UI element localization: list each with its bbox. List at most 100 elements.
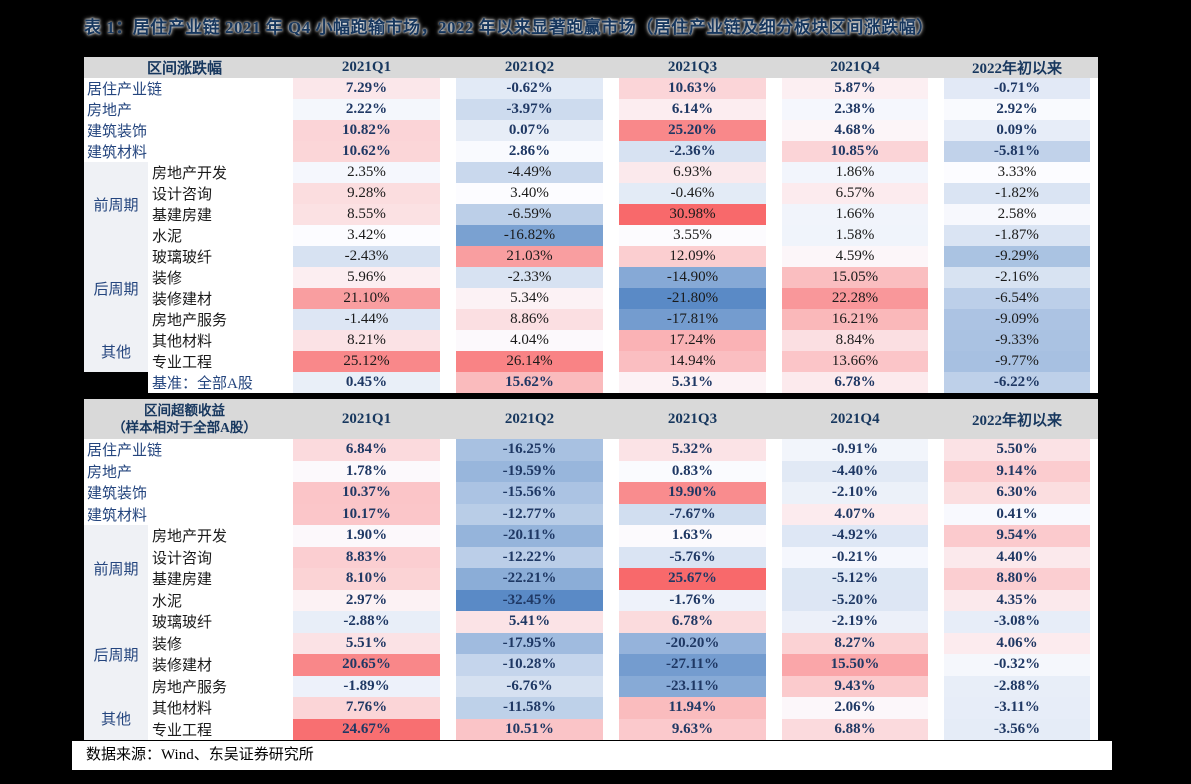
value-cell: 11.94% — [611, 697, 774, 719]
value-text: -3.56% — [944, 718, 1090, 740]
value-text: -16.25% — [456, 439, 603, 461]
table-row: 居住产业链 7.29% -0.62% 10.63% 5.87% -0.71% — [84, 78, 1099, 99]
value-text: 16.21% — [782, 309, 929, 330]
column-header: 2021Q1 — [285, 57, 449, 78]
value-cell: 0.07% — [448, 120, 612, 141]
table-row: 设计咨询 8.83% -12.22% -5.76% -0.21% 4.40% — [84, 546, 1098, 568]
value-text: -1.87% — [944, 225, 1091, 246]
section-label: 区间涨跌幅 — [84, 57, 286, 78]
value-text: -2.10% — [782, 482, 928, 504]
value-cell: 15.05% — [774, 267, 937, 288]
table-row: 专业工程 25.12% 26.14% 14.94% 13.66% -9.77% — [84, 351, 1099, 372]
column-header: 2021Q2 — [448, 399, 611, 439]
value-text: 1.63% — [619, 525, 766, 547]
table-row: 前周期 房地产开发 1.90% -20.11% 1.63% -4.92% 9.54% — [84, 525, 1098, 611]
value-text: 4.59% — [782, 246, 929, 267]
value-cell: 10.82% — [285, 120, 449, 141]
value-text: -4.92% — [782, 525, 928, 547]
value-cell: 0.41% — [936, 503, 1098, 525]
value-cell: 9.43% — [774, 675, 936, 697]
value-text: 6.93% — [619, 162, 767, 183]
table-row: 装修建材 20.65% -10.28% -27.11% 15.50% -0.32% — [84, 654, 1098, 676]
value-text: 0.09% — [944, 120, 1091, 141]
value-cell: 5.32% — [611, 439, 774, 461]
value-cell: 6.78% — [611, 611, 774, 633]
value-cell: -0.71% — [936, 78, 1099, 99]
value-cell: 10.85% — [774, 141, 937, 162]
value-text: 0.83% — [619, 460, 766, 482]
group-label: 后周期 — [84, 611, 148, 697]
value-text: 0.41% — [944, 503, 1090, 525]
value-cell: 4.35% — [936, 589, 1098, 611]
value-text: -5.81% — [944, 141, 1091, 162]
value-cell: -7.67% — [611, 503, 774, 525]
value-text: 1.66% — [782, 204, 929, 225]
table-row: 房地产服务 -1.89% -6.76% -23.11% 9.43% -2.88% — [84, 675, 1098, 697]
value-text: 10.62% — [293, 141, 441, 162]
section-label-line1: 区间涨跌幅 — [147, 61, 223, 77]
row-label: 玻璃玻纤 — [148, 246, 286, 267]
section-label: 区间超额收益 （样本相对于全部A股） — [84, 399, 285, 439]
value-text: -4.49% — [456, 162, 604, 183]
value-cell: -21.80% — [611, 288, 775, 309]
value-cell: 1.63% — [611, 525, 774, 547]
value-text: -3.11% — [944, 697, 1090, 719]
table-row: 其他 其他材料 7.76% -11.58% 11.94% 2.06% -3.11% — [84, 697, 1098, 740]
value-cell: 15.50% — [774, 654, 936, 676]
value-cell: -17.81% — [611, 309, 775, 330]
value-text: 5.31% — [619, 372, 767, 393]
value-text: -21.80% — [619, 288, 767, 309]
value-cell: 21.10% — [285, 288, 449, 309]
row-label: 房地产开发 — [148, 525, 285, 547]
value-text: 25.20% — [619, 120, 767, 141]
value-cell: 10.62% — [285, 141, 449, 162]
value-text: 1.90% — [293, 525, 440, 547]
value-text: 2.22% — [293, 99, 441, 120]
value-cell: 2.97% — [285, 589, 448, 611]
row-label: 玻璃玻纤 — [148, 611, 285, 633]
value-text: 4.07% — [782, 503, 928, 525]
value-cell: 2.58% — [936, 204, 1099, 225]
value-text: 21.03% — [456, 246, 604, 267]
table-row: 建筑装饰 10.37% -15.56% 19.90% -2.10% 6.30% — [84, 482, 1098, 504]
data-source-note: 数据来源：Wind、东吴证券研究所 — [86, 747, 314, 763]
value-cell: 1.66% — [774, 204, 937, 225]
value-text: -17.95% — [456, 632, 603, 654]
value-cell: 2.38% — [774, 99, 937, 120]
excess-return-table: 区间超额收益 （样本相对于全部A股） 2021Q1 2021Q2 2021Q3 2021Q… — [84, 399, 1098, 740]
header-row: 区间涨跌幅 2021Q1 2021Q2 2021Q3 2021Q4 2022年初以来 — [84, 57, 1099, 78]
value-text: 2.92% — [944, 99, 1091, 120]
value-cell: 4.06% — [936, 632, 1098, 654]
value-cell: -2.88% — [936, 675, 1098, 697]
value-cell: -17.95% — [448, 632, 611, 654]
value-text: 2.97% — [293, 589, 440, 611]
value-cell: 0.83% — [611, 460, 774, 482]
table-title: 表 1：居住产业链 2021 年 Q4 小幅跑输市场，2022 年以来显著跑赢市… — [84, 18, 934, 37]
row-label: 建筑材料 — [84, 503, 285, 525]
value-text: 2.35% — [293, 162, 441, 183]
column-header: 2021Q3 — [611, 57, 775, 78]
value-text: 3.33% — [944, 162, 1091, 183]
value-cell: 1.86% — [774, 162, 937, 183]
row-label: 装修 — [148, 267, 286, 288]
value-text: 30.98% — [619, 204, 767, 225]
value-cell: 4.59% — [774, 246, 937, 267]
value-text: 6.78% — [619, 611, 766, 633]
value-text: -20.11% — [456, 525, 603, 547]
value-cell: -2.88% — [285, 611, 448, 633]
value-text: 8.83% — [293, 546, 440, 568]
value-text: 8.21% — [293, 330, 441, 351]
value-text: -0.46% — [619, 183, 767, 204]
group-label: 后周期 — [84, 246, 148, 330]
value-cell: 13.66% — [774, 351, 937, 372]
value-cell: 0.45% — [285, 372, 449, 393]
value-text: -23.11% — [619, 675, 766, 697]
table-row: 后周期 玻璃玻纤 -2.43% 21.03% 12.09% 4.59% -9.29% — [84, 246, 1099, 330]
table-row: 基建房建 8.55% -6.59% 30.98% 1.66% 2.58% — [84, 204, 1099, 225]
table-row: 水泥 3.42% -16.82% 3.55% 1.58% -1.87% — [84, 225, 1099, 246]
section-label-line2: （样本相对于全部A股） — [112, 420, 257, 435]
value-cell: -5.12% — [774, 568, 936, 590]
value-cell: -5.20% — [774, 589, 936, 611]
row-label: 房地产 — [84, 460, 285, 482]
value-cell: -16.25% — [448, 439, 611, 461]
